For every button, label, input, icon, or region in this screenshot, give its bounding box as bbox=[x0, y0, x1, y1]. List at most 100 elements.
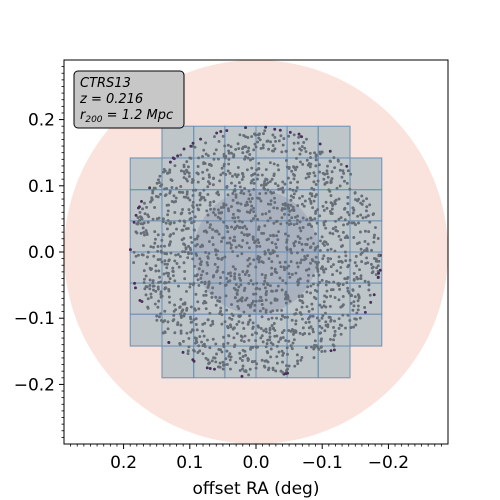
member-point bbox=[146, 250, 150, 254]
member-point bbox=[277, 340, 281, 344]
member-point bbox=[200, 340, 203, 344]
member-point bbox=[217, 211, 221, 215]
member-point bbox=[187, 208, 191, 211]
member-point bbox=[361, 199, 365, 203]
member-point bbox=[192, 228, 196, 232]
member-point bbox=[257, 197, 261, 200]
member-point bbox=[338, 168, 342, 172]
member-point bbox=[151, 284, 155, 288]
member-point bbox=[372, 240, 376, 244]
member-point bbox=[239, 334, 243, 338]
member-point bbox=[211, 319, 215, 323]
member-point bbox=[168, 300, 172, 304]
member-point bbox=[198, 203, 202, 207]
member-point bbox=[259, 295, 263, 299]
member-point bbox=[253, 214, 257, 218]
member-point bbox=[354, 254, 358, 258]
member-point bbox=[346, 313, 350, 317]
member-point bbox=[359, 252, 363, 256]
member-point bbox=[283, 268, 286, 272]
member-point bbox=[166, 209, 170, 213]
member-point bbox=[277, 139, 281, 143]
member-point bbox=[184, 195, 188, 199]
member-point bbox=[191, 200, 195, 204]
member-point bbox=[298, 226, 302, 230]
member-point bbox=[234, 193, 238, 197]
member-point bbox=[322, 177, 326, 181]
member-point bbox=[271, 133, 275, 137]
member-point bbox=[295, 261, 299, 265]
member-point bbox=[204, 152, 208, 156]
member-point bbox=[327, 280, 331, 284]
member-point bbox=[226, 230, 230, 234]
member-point bbox=[260, 315, 264, 319]
member-point bbox=[270, 289, 274, 293]
member-point bbox=[349, 293, 353, 297]
member-point bbox=[361, 216, 365, 220]
member-point bbox=[288, 219, 292, 223]
member-point bbox=[365, 256, 369, 260]
member-point bbox=[168, 160, 172, 164]
member-point bbox=[247, 373, 251, 377]
member-point bbox=[191, 328, 195, 332]
member-point bbox=[358, 230, 362, 234]
member-point bbox=[227, 334, 231, 337]
member-point bbox=[311, 307, 314, 311]
member-point bbox=[249, 200, 252, 204]
member-point bbox=[263, 224, 267, 228]
member-point bbox=[307, 222, 311, 226]
member-point bbox=[214, 253, 218, 257]
member-point bbox=[369, 262, 373, 266]
member-point bbox=[157, 315, 161, 319]
member-point bbox=[187, 345, 191, 349]
member-point bbox=[318, 152, 322, 156]
member-point bbox=[218, 179, 222, 183]
member-point bbox=[173, 303, 177, 307]
member-point bbox=[299, 229, 303, 233]
member-point bbox=[254, 299, 258, 303]
member-point bbox=[238, 315, 242, 319]
member-point bbox=[266, 188, 270, 192]
member-point bbox=[328, 189, 332, 193]
member-point bbox=[134, 286, 137, 290]
member-point bbox=[316, 283, 320, 287]
member-point bbox=[367, 280, 370, 284]
member-point bbox=[273, 127, 277, 131]
member-point bbox=[194, 317, 198, 321]
member-point bbox=[334, 219, 337, 223]
member-point bbox=[196, 300, 200, 304]
member-point bbox=[258, 287, 262, 291]
cluster-redshift: z = 0.216 bbox=[79, 92, 143, 107]
member-point bbox=[246, 356, 250, 360]
member-point bbox=[181, 190, 185, 194]
member-point bbox=[314, 158, 318, 162]
member-point bbox=[254, 345, 258, 349]
member-point bbox=[195, 273, 199, 277]
member-point bbox=[140, 199, 143, 203]
member-point bbox=[205, 272, 209, 275]
member-point bbox=[286, 371, 290, 375]
member-point bbox=[195, 328, 199, 332]
member-point bbox=[346, 195, 350, 199]
member-point bbox=[181, 302, 185, 306]
member-point bbox=[233, 235, 236, 239]
member-point bbox=[219, 130, 223, 133]
member-point bbox=[241, 355, 245, 358]
member-point bbox=[143, 212, 147, 216]
member-point bbox=[313, 339, 317, 343]
member-point bbox=[325, 295, 329, 299]
member-point bbox=[204, 229, 208, 233]
member-point bbox=[269, 273, 273, 276]
member-point bbox=[359, 201, 363, 205]
member-point bbox=[230, 205, 233, 209]
member-point bbox=[216, 157, 220, 161]
member-point bbox=[325, 169, 329, 173]
member-point bbox=[286, 367, 290, 371]
member-point bbox=[294, 312, 298, 316]
member-point bbox=[268, 284, 272, 288]
member-point bbox=[225, 363, 229, 366]
member-point bbox=[265, 178, 269, 181]
member-point bbox=[285, 221, 289, 225]
member-point bbox=[334, 198, 338, 202]
member-point bbox=[348, 319, 352, 322]
